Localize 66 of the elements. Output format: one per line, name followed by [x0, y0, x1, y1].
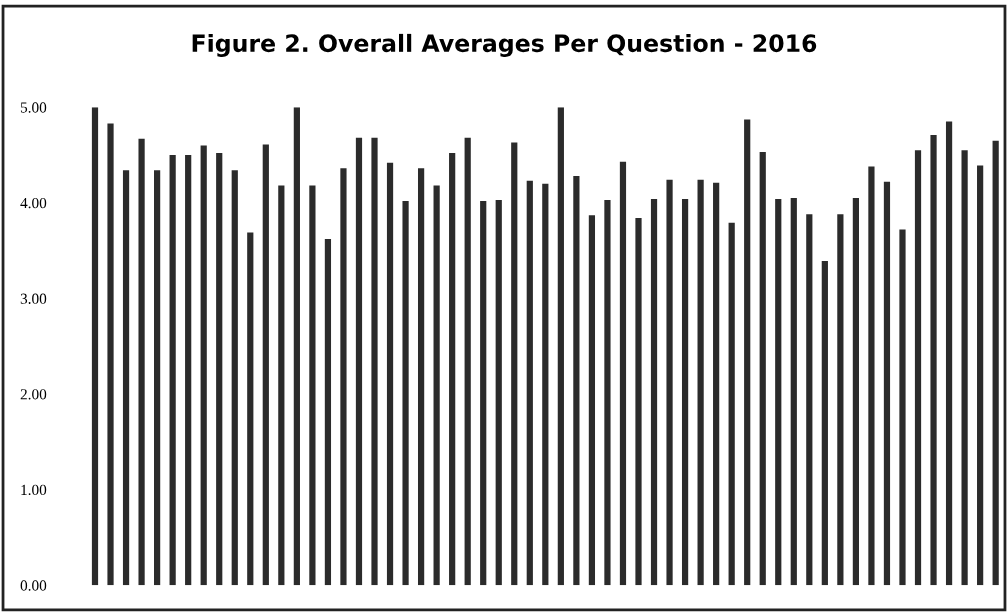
- bar: [247, 232, 254, 586]
- bar: [324, 239, 332, 586]
- chart-title: Figure 2. Overall Averages Per Question - 2016: [192, 33, 817, 57]
- bar: [790, 198, 797, 586]
- bar: [650, 198, 658, 586]
- bar: [449, 153, 456, 586]
- bar: [231, 170, 238, 586]
- y-tick-label: 0.00: [20, 580, 47, 591]
- bar: [868, 166, 875, 586]
- bar: [495, 199, 502, 586]
- bar: [728, 222, 735, 586]
- bar: [588, 215, 596, 586]
- bar: [759, 152, 766, 586]
- bar: [433, 185, 440, 586]
- bar: [961, 150, 968, 586]
- y-tick-label: 4.00: [20, 197, 47, 209]
- bar: [200, 145, 207, 586]
- bar: [681, 198, 689, 586]
- bar: [293, 107, 300, 586]
- bar: [402, 200, 409, 586]
- bar: [666, 179, 673, 586]
- y-tick-label: 3.00: [20, 293, 47, 304]
- bar: [619, 161, 627, 586]
- bar: [930, 134, 937, 586]
- bar: [744, 119, 751, 586]
- bar: [883, 181, 891, 586]
- y-tick-label: 2.00: [20, 389, 47, 400]
- bar: [542, 183, 549, 586]
- bar: [697, 179, 704, 586]
- bar: [837, 214, 844, 586]
- bar: [355, 137, 363, 586]
- bar: [852, 198, 860, 586]
- bar: [775, 198, 782, 586]
- bar: [107, 123, 114, 586]
- bar: [977, 165, 984, 586]
- bar: [154, 170, 161, 586]
- bar: [945, 121, 953, 586]
- bar: [309, 185, 316, 586]
- bar: [511, 142, 518, 586]
- bar: [821, 261, 828, 586]
- bar: [262, 144, 269, 586]
- bar: [480, 200, 487, 586]
- bar: [557, 107, 564, 586]
- bar: [216, 153, 223, 586]
- bar: [604, 199, 611, 586]
- bar: [806, 214, 813, 586]
- bar: [340, 168, 347, 586]
- bar: [899, 229, 906, 586]
- bar: [914, 150, 922, 586]
- bar: [992, 140, 999, 586]
- y-tick-label: 5.00: [20, 102, 47, 113]
- bar: [573, 176, 580, 586]
- bar: [526, 180, 533, 586]
- bar: [371, 137, 378, 586]
- bar: [185, 154, 192, 586]
- bar: [122, 170, 130, 586]
- bar: [713, 182, 720, 586]
- bar: [464, 137, 471, 586]
- bar: [635, 218, 642, 586]
- bar: [138, 138, 145, 586]
- bar: [386, 162, 394, 586]
- bar: [169, 154, 176, 586]
- bar: [91, 107, 99, 586]
- bar: [417, 168, 425, 586]
- bar: [278, 185, 285, 586]
- y-tick-label: 1.00: [21, 484, 47, 496]
